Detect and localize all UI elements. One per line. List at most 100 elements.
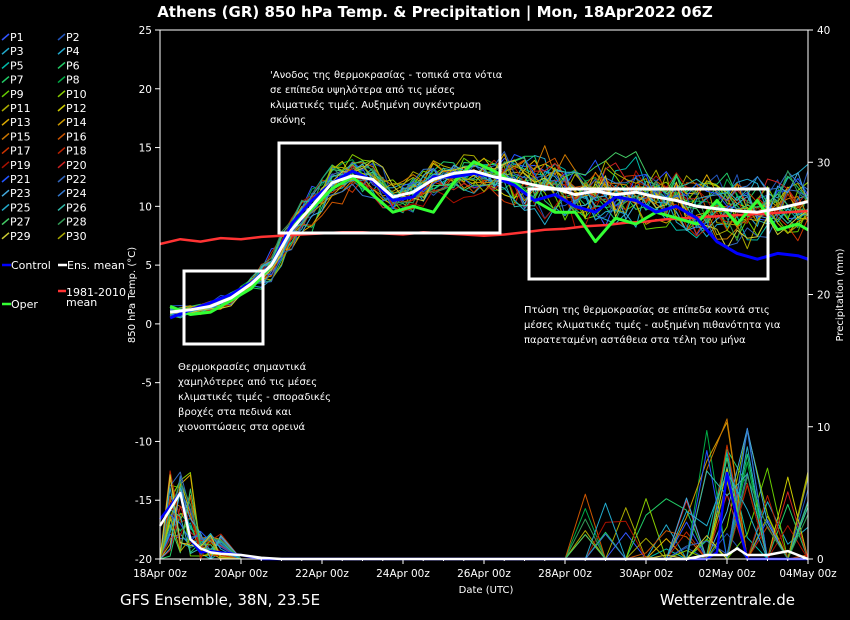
annotation-line: βροχές στα πεδινά και	[178, 406, 292, 418]
legend-label-clim: 1981-2010	[66, 286, 126, 299]
y-tick-label: -5	[142, 378, 152, 390]
legend-swatch	[57, 61, 66, 69]
highlight-box-warm	[277, 141, 502, 235]
x-tick-label: 02May 00z	[698, 568, 756, 580]
legend-swatch	[57, 118, 66, 126]
legend-label-P29: P29	[10, 230, 31, 243]
legend-label-P17: P17	[10, 145, 31, 158]
legend-swatch	[57, 90, 66, 98]
y-tick-label: 25	[139, 25, 152, 37]
x-tick-label: 24Apr 00z	[376, 568, 430, 580]
annotation-line: σκόνης	[270, 114, 306, 126]
plot-frame	[159, 29, 809, 560]
legend-swatch	[57, 175, 66, 183]
legend-label-P28: P28	[66, 216, 87, 229]
legend-label-P15: P15	[10, 130, 31, 143]
legend-swatch	[1, 118, 10, 126]
y-tick-label: 20	[139, 84, 152, 96]
y-tick-label: 15	[139, 143, 152, 155]
x-tick-label: 20Apr 00z	[214, 568, 268, 580]
legend-label-P23: P23	[10, 187, 31, 200]
legend-swatch	[57, 47, 66, 55]
x-tick-label: 18Apr 00z	[133, 568, 187, 580]
legend-swatch	[1, 175, 10, 183]
legend-swatch	[1, 147, 10, 155]
x-tick-label: 04May 00z	[779, 568, 837, 580]
annotation-line: χαμηλότερες από τις μέσες	[178, 376, 317, 388]
annotation-line: 'Ανοδος της θερμοκρασίας - τοπικά στα νό…	[270, 69, 503, 81]
legend-label-P25: P25	[10, 201, 31, 214]
y-tick-label: -20	[135, 554, 152, 566]
x-tick-label: 26Apr 00z	[457, 568, 511, 580]
y-tick-label: 0	[145, 319, 152, 331]
legend-swatch	[1, 161, 10, 169]
y-axis-left-label: 850 hPa Temp. (°C)	[127, 247, 138, 343]
legend-label-P20: P20	[66, 159, 87, 172]
legend-label-P11: P11	[10, 102, 31, 115]
annotation-line: χιονοπτώσεις στα ορεινά	[178, 421, 306, 433]
legend-label-P21: P21	[10, 173, 31, 186]
legend-label-P7: P7	[10, 74, 24, 87]
legend-swatch	[57, 104, 66, 112]
y-right-tick-label: 20	[817, 290, 830, 302]
legend-swatch	[57, 218, 66, 226]
legend-swatch	[1, 132, 10, 140]
annotation-line: σε επίπεδα υψηλότερα από τις μέσες	[270, 84, 455, 96]
legend-label-P26: P26	[66, 201, 87, 214]
annotation-cooling: Πτώση της θερμοκρασίας σε επίπεδα κοντά …	[524, 304, 781, 346]
legend-swatch	[57, 189, 66, 197]
y-right-tick-label: 40	[817, 25, 830, 37]
legend-label-P6: P6	[66, 59, 80, 72]
legend-label-P18: P18	[66, 145, 87, 158]
legend-label-P10: P10	[66, 88, 87, 101]
legend-label-ens_mean: Ens. mean	[67, 259, 125, 272]
annotation-line: κλιματικές τιμές - σποραδικές	[178, 391, 331, 403]
legend-label-P30: P30	[66, 230, 87, 243]
highlight-box-cold	[182, 269, 265, 346]
annotation-line: Πτώση της θερμοκρασίας σε επίπεδα κοντά …	[524, 304, 770, 316]
legend-label-P16: P16	[66, 130, 87, 143]
member-temp-line-P15	[170, 145, 809, 313]
highlight-boxes	[182, 141, 770, 346]
legend-swatch	[1, 232, 10, 240]
legend-label-oper: Oper	[11, 298, 38, 311]
y-right-tick-label: 30	[817, 157, 830, 169]
x-tick-label: 30Apr 00z	[619, 568, 673, 580]
legend-label-clim-2: mean	[66, 296, 97, 309]
y-axis-right-label: Precipitation (mm)	[835, 248, 846, 341]
annotation-line: μέσες κλιματικές τιμές - αυξημένη πιθανό…	[524, 319, 781, 331]
legend-swatch	[57, 76, 66, 84]
legend-swatch	[1, 218, 10, 226]
climatology-mean-line	[159, 209, 809, 246]
y-tick-label: 10	[139, 201, 152, 213]
legend-label-P3: P3	[10, 45, 24, 58]
legend-label-P27: P27	[10, 216, 31, 229]
legend-label-P19: P19	[10, 159, 31, 172]
plot-area	[158, 29, 809, 561]
legend-label-P13: P13	[10, 116, 31, 129]
annotation-cold: Θερμοκρασίες σημαντικά χαμηλότερες από τ…	[178, 361, 331, 433]
legend-swatch	[1, 76, 10, 84]
annotation-line: κλιματικές τιμές. Αυξημένη συγκέντρωση	[270, 99, 481, 111]
legend-swatch	[1, 61, 10, 69]
legend-label-P12: P12	[66, 102, 87, 115]
legend-label-P24: P24	[66, 187, 87, 200]
highlight-box-cooling	[527, 187, 770, 281]
legend-label-control: Control	[11, 259, 51, 272]
legend: P1 P2 P3 P4 P5 P6 P7 P8 P9 P10 P11 P12 P13 P14 P15 P16 P…	[1, 31, 126, 311]
legend-label-P1: P1	[10, 31, 24, 44]
legend-label-P9: P9	[10, 88, 24, 101]
footer-model-info: GFS Ensemble, 38N, 23.5E	[120, 591, 320, 609]
axes: 18Apr 00z 20Apr 00z 22Apr 00z 24Apr 00z 26Ap…	[133, 25, 837, 580]
legend-swatch	[1, 203, 10, 211]
annotation-line: παρατεταμένη αστάθεια στα τέλη του μήνα	[524, 334, 746, 346]
legend-label-P14: P14	[66, 116, 87, 129]
legend-swatch	[1, 47, 10, 55]
legend-swatch	[1, 189, 10, 197]
legend-label-P4: P4	[66, 45, 80, 58]
y-tick-label: -15	[135, 495, 152, 507]
y-right-tick-label: 0	[817, 554, 824, 566]
footer-source: Wetterzentrale.de	[660, 591, 795, 609]
legend-label-P8: P8	[66, 74, 80, 87]
